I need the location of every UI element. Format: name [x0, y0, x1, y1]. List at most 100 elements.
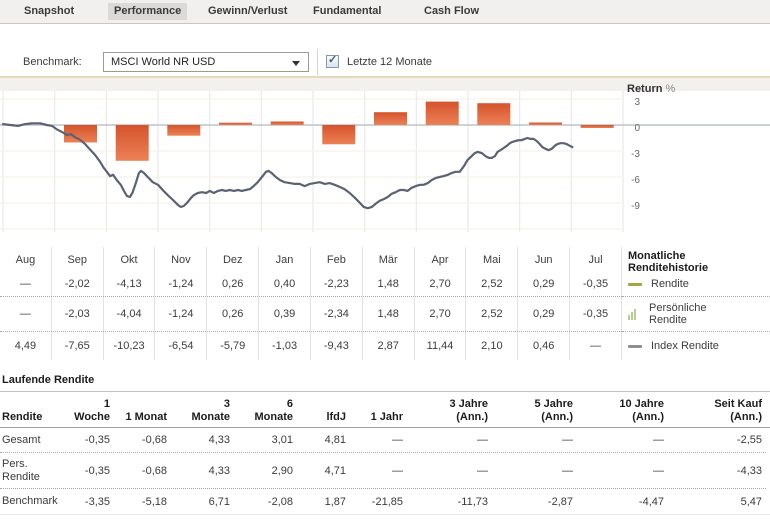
y-axis-title: Return %	[627, 83, 676, 95]
month-header-cell: Apr	[415, 247, 467, 272]
legend-label-line: Index Rendite	[651, 340, 719, 352]
header-line-2: Rendite	[2, 411, 43, 423]
running-value-cell: —	[392, 464, 403, 477]
running-value-cell: —	[392, 434, 403, 446]
tab-cash-flow[interactable]: Cash Flow	[424, 5, 480, 17]
y-axis-tick--9: -9	[631, 201, 640, 212]
running-header-monate: 3 Monate	[169, 392, 232, 427]
running-returns-title: Laufende Rendite	[2, 374, 95, 386]
header-line-2: Woche	[74, 411, 110, 423]
y-axis-tick--6: -6	[631, 175, 640, 186]
legend-label-line: Rendite	[649, 314, 687, 326]
running-header--ann-: 10 Jahre (Ann.)	[575, 392, 666, 427]
running-value-cell: -11,73	[457, 495, 488, 508]
header-line-1: 3 Jahre	[449, 398, 488, 410]
month-value-cell: 2,70	[415, 297, 467, 331]
month-header-cell: Mai	[466, 247, 519, 272]
running-value-cell: —	[653, 434, 664, 446]
y-axis-tick-3: 3	[634, 97, 640, 108]
running-value-cell: 3,01	[271, 434, 293, 446]
checkmark-icon: ✓	[328, 54, 338, 66]
month-value-cell: 0,39	[259, 297, 311, 331]
month-value-cell: -2,03	[52, 297, 104, 331]
running-row-label: Pers. Rendite	[2, 457, 40, 483]
running-header-1-monat: 1 Monat	[112, 392, 169, 427]
month-header-cell: Jan	[259, 247, 311, 272]
month-value-cell: —	[0, 297, 52, 331]
month-value-cell: 4,49	[0, 332, 52, 360]
running-value-cell: 4,33	[208, 434, 230, 446]
month-header-row: Aug Sep Okt Nov Dez Jan Feb Mär Apr Mai Jun Jul	[0, 247, 622, 272]
rendite-row: — -2,02 -4,13 -1,24 0,26 0,40 -2,23 1,48 2,70 2,5…	[0, 272, 622, 297]
last-12-months-checkbox[interactable]: ✓	[326, 54, 339, 68]
month-value-cell: 0,29	[518, 272, 571, 296]
month-value-cell: -9,43	[311, 332, 363, 360]
header-line-2: (Ann.)	[541, 411, 573, 423]
benchmark-label: Benchmark:	[23, 56, 82, 68]
tab-gewinn-verlust[interactable]: Gewinn/Verlust	[208, 5, 288, 17]
month-header-cell: Feb	[311, 247, 363, 272]
month-value-cell: 0,40	[259, 272, 311, 296]
tab-snapshot[interactable]: Snapshot	[24, 5, 75, 17]
month-value-cell: 2,10	[466, 332, 519, 360]
running-value-cell: -2,08	[267, 495, 293, 508]
month-value-cell: -4,04	[104, 297, 156, 331]
legend-bar	[631, 312, 633, 320]
month-value-cell: 2,52	[466, 297, 519, 331]
running-value-cell: 6,71	[208, 495, 230, 508]
running-value-cell: 5,47	[740, 495, 762, 508]
legend-dash-icon	[628, 282, 642, 286]
header-line-2: (Ann.)	[730, 411, 762, 423]
running-value-cell: -2,55	[736, 434, 762, 446]
running-value-cell: -4,47	[638, 495, 664, 508]
month-value-cell: -1,03	[259, 332, 311, 360]
running-value-cell: -0,35	[84, 434, 110, 446]
month-value-cell: 0,46	[518, 332, 571, 360]
month-value-cell: 11,44	[415, 332, 467, 360]
running-header--ann-: Seit Kauf (Ann.)	[666, 392, 764, 427]
running-value-cell: -0,68	[141, 464, 167, 477]
month-value-cell: -7,65	[52, 332, 104, 360]
running-row-pers-rendite: Pers. Rendite -0,35 -0,68 4,33 2,90 4,71 — — — — -…	[0, 453, 766, 489]
tab-fundamental[interactable]: Fundamental	[313, 5, 382, 17]
header-line-1: 1	[103, 398, 110, 410]
running-returns-header: Rendite 1 Woche 1 Monat 3 Monate 6 Monate lfdJ 1 …	[0, 392, 766, 427]
legend-item-index-rendite: Index Rendite	[622, 332, 770, 360]
running-returns-top-rule	[0, 391, 770, 392]
legend-bar	[634, 309, 636, 320]
running-header-1-jahr: 1 Jahr	[348, 392, 405, 427]
running-header-rendite: Rendite	[0, 392, 66, 427]
tab-performance[interactable]: Performance	[108, 3, 188, 20]
legend-label: Rendite	[651, 278, 689, 290]
month-header-cell: Jul	[570, 247, 622, 272]
tab-bar: Snapshot Performance Gewinn/Verlust Fundame…	[0, 0, 770, 24]
section-divider-tan	[0, 76, 770, 78]
legend-title: Monatliche Renditehistorie	[628, 250, 709, 274]
legend-cell-1: Monatliche Renditehistorie Rendite	[622, 247, 770, 297]
header-line-1: 6	[286, 398, 293, 410]
running-value-cell: -0,68	[141, 434, 167, 446]
month-value-cell: 2,52	[466, 272, 519, 296]
running-value-cell: 1,87	[324, 495, 346, 508]
header-line-2: (Ann.)	[456, 411, 488, 423]
month-value-cell: -4,13	[104, 272, 156, 296]
y-axis-tick--3: -3	[631, 149, 640, 160]
running-value-cell: -5,18	[141, 495, 167, 508]
month-value-cell: -2,34	[311, 297, 363, 331]
index-rendite-row: 4,49 -7,65 -10,23 -6,54 -5,79 -1,03 -9,43 2,87 1…	[0, 332, 622, 360]
running-row-gesamt: Gesamt -0,35 -0,68 4,33 3,01 4,81 — — — — -2,55	[0, 428, 766, 453]
legend-label-line: Rendite	[651, 278, 689, 290]
running-value-cell: -2,87	[547, 495, 573, 508]
monthly-returns-table: Monatliche Renditehistorie Rendite Persö…	[0, 247, 770, 360]
running-value-cell: -3,35	[84, 495, 110, 508]
header-line-2: 1 Monat	[125, 411, 167, 423]
running-value-cell: —	[562, 464, 573, 477]
benchmark-dropdown[interactable]: MSCI World NR USD	[103, 52, 309, 72]
month-value-cell: 0,29	[518, 297, 571, 331]
legend-bar	[628, 315, 630, 320]
month-value-cell: —	[0, 272, 52, 296]
chart-legend: Monatliche Renditehistorie Rendite Persö…	[622, 247, 770, 360]
running-header-monate: 6 Monate	[232, 392, 295, 427]
month-value-cell: -2,02	[52, 272, 104, 296]
